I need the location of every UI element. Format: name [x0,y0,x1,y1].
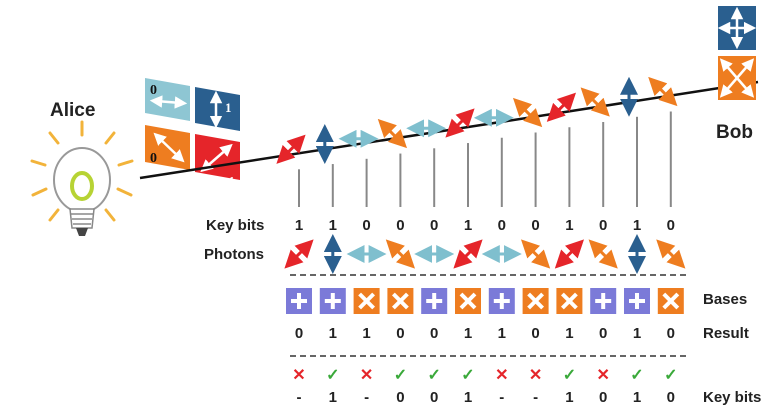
cross-icon: ✕ [528,367,543,384]
beam-photon-diag-0 [377,118,408,149]
result-label: Result [703,325,749,342]
check-icon: ✓ [630,367,644,384]
photon-diag-1 [284,239,314,269]
check-icon: ✓ [461,367,475,384]
bob-label: Bob [716,122,753,143]
alice-label: Alice [50,100,96,121]
result-bit-cell: 1 [497,325,506,342]
key-bits-label: Key bits [206,217,265,234]
final-key-bit-cell: - [499,389,505,406]
final-key-bit-cell: - [296,389,302,406]
result-bit-cell: 1 [362,325,371,342]
final-key-bit-cell: 1 [565,389,574,406]
cross-stroke [358,292,376,310]
key-bit-cell: 1 [294,217,304,234]
photon-diag-0 [588,239,618,269]
final-key-bit-cell: - [533,389,539,406]
beam-photon-diag-1 [276,134,306,164]
key-bit-cell: 1 [632,217,642,234]
cross-stroke [391,292,409,310]
check-icon: ✓ [393,367,408,384]
lightbulb-icon [30,120,134,236]
check-icon: ✓ [562,367,577,384]
key-bit-cell: 0 [599,217,608,234]
final-key-bit-cell: 0 [666,389,675,406]
result-bit-cell: 1 [328,325,337,342]
key-bit-cell: 0 [362,217,371,234]
beam-photon-diag-0 [580,87,610,117]
key-bit-cell: 0 [430,217,439,234]
final-key-bit-cell: 1 [328,389,337,406]
alice-filter-diag-0 [145,125,190,170]
check-icon: ✓ [326,367,340,384]
result-bit-cell: 0 [430,325,439,342]
final-key-bit-cell: 0 [396,389,405,406]
photon-diag-1 [453,239,483,269]
filter-value-label: 0 [150,83,157,98]
cross-icon: ✕ [359,367,374,384]
photon-diag-0 [520,239,551,269]
bob-detector-cross [718,56,756,100]
photon-diag-0 [656,239,686,269]
final-key-bit-cell: 1 [463,389,473,406]
final-key-bit-cell: 0 [430,389,439,406]
photon-diag-0 [385,239,416,269]
bases-label: Bases [703,291,748,308]
filter-value-label: 0 [150,151,157,166]
cross-stroke [560,292,578,310]
filter-value-label: 1 [229,175,235,187]
cross-stroke [459,292,477,310]
key-bit-cell: 0 [531,217,540,234]
cross-icon: ✕ [292,367,306,384]
key-bit-cell: 1 [565,217,574,234]
alice-filter-diag-1 [195,134,240,180]
key-bit-cell: 0 [396,217,405,234]
cross-stroke [662,292,680,310]
key-bit-cell: 1 [328,217,337,234]
result-bit-cell: 0 [599,325,608,342]
check-icon: ✓ [664,367,678,384]
key-bit-cell: 0 [497,217,506,234]
alice-filter-rect-0 [145,78,190,121]
result-bit-cell: 1 [565,325,574,342]
alice-filter-rect-1 [195,87,240,131]
final-key-bit-cell: 1 [632,389,642,406]
bob-detector-plus [717,6,757,50]
cross-icon: ✕ [596,367,610,384]
cross-icon: ✕ [495,367,509,384]
result-bit-cell: 0 [666,325,675,342]
photon-diag-1 [554,239,585,269]
final-key-bits-label: Key bits [703,389,762,406]
result-bit-cell: 0 [531,325,540,342]
result-bit-cell: 1 [632,325,642,342]
beam-photon-diag-0 [648,76,678,107]
photons-label: Photons [204,246,264,263]
result-bit-cell: 0 [396,325,405,342]
result-bit-cell: 0 [294,325,304,342]
final-key-bit-cell: - [364,389,370,406]
beam-photon-diag-0 [512,97,543,128]
result-bit-cell: 1 [463,325,473,342]
filter-value-label: 1 [225,100,232,115]
beam-photon-diag-1 [445,108,475,138]
beam-photon-diag-1 [546,92,577,122]
key-bit-cell: 1 [463,217,473,234]
key-bit-cell: 0 [666,217,675,234]
final-key-bit-cell: 0 [599,389,608,406]
cross-stroke [527,292,545,310]
check-icon: ✓ [427,367,441,384]
